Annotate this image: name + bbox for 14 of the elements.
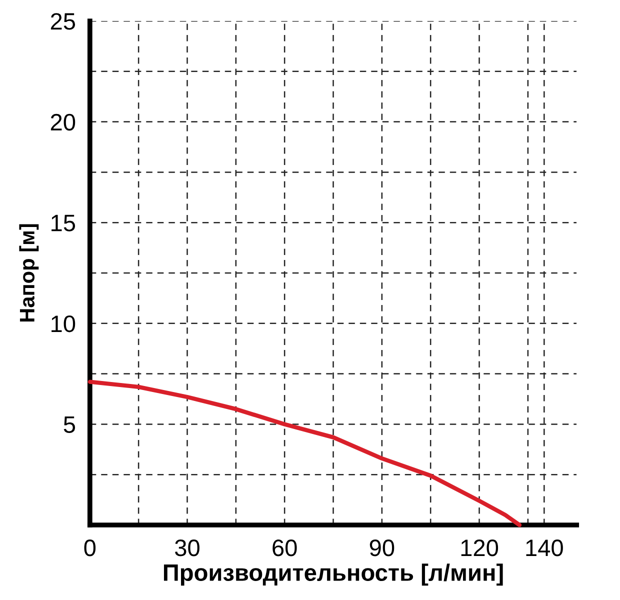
line-series xyxy=(88,380,522,528)
y-tick-label: 5 xyxy=(64,416,76,433)
y-tick-label: 20 xyxy=(50,114,76,131)
x-tick-label: 140 xyxy=(526,540,563,556)
x-tick-label: 30 xyxy=(175,540,200,556)
y-tick-label: 15 xyxy=(52,214,76,232)
y-tick-label: 10 xyxy=(52,315,76,332)
y-axis-title: Напор [м] xyxy=(19,224,39,322)
x-axis-title: Производительность [л/мин] xyxy=(164,564,503,586)
y-tick-label: 25 xyxy=(50,13,76,30)
x-tick-label: 0 xyxy=(84,540,96,556)
x-tick-label: 90 xyxy=(370,540,394,556)
x-tick-label: 120 xyxy=(461,540,498,556)
x-tick-label: 60 xyxy=(272,540,297,556)
